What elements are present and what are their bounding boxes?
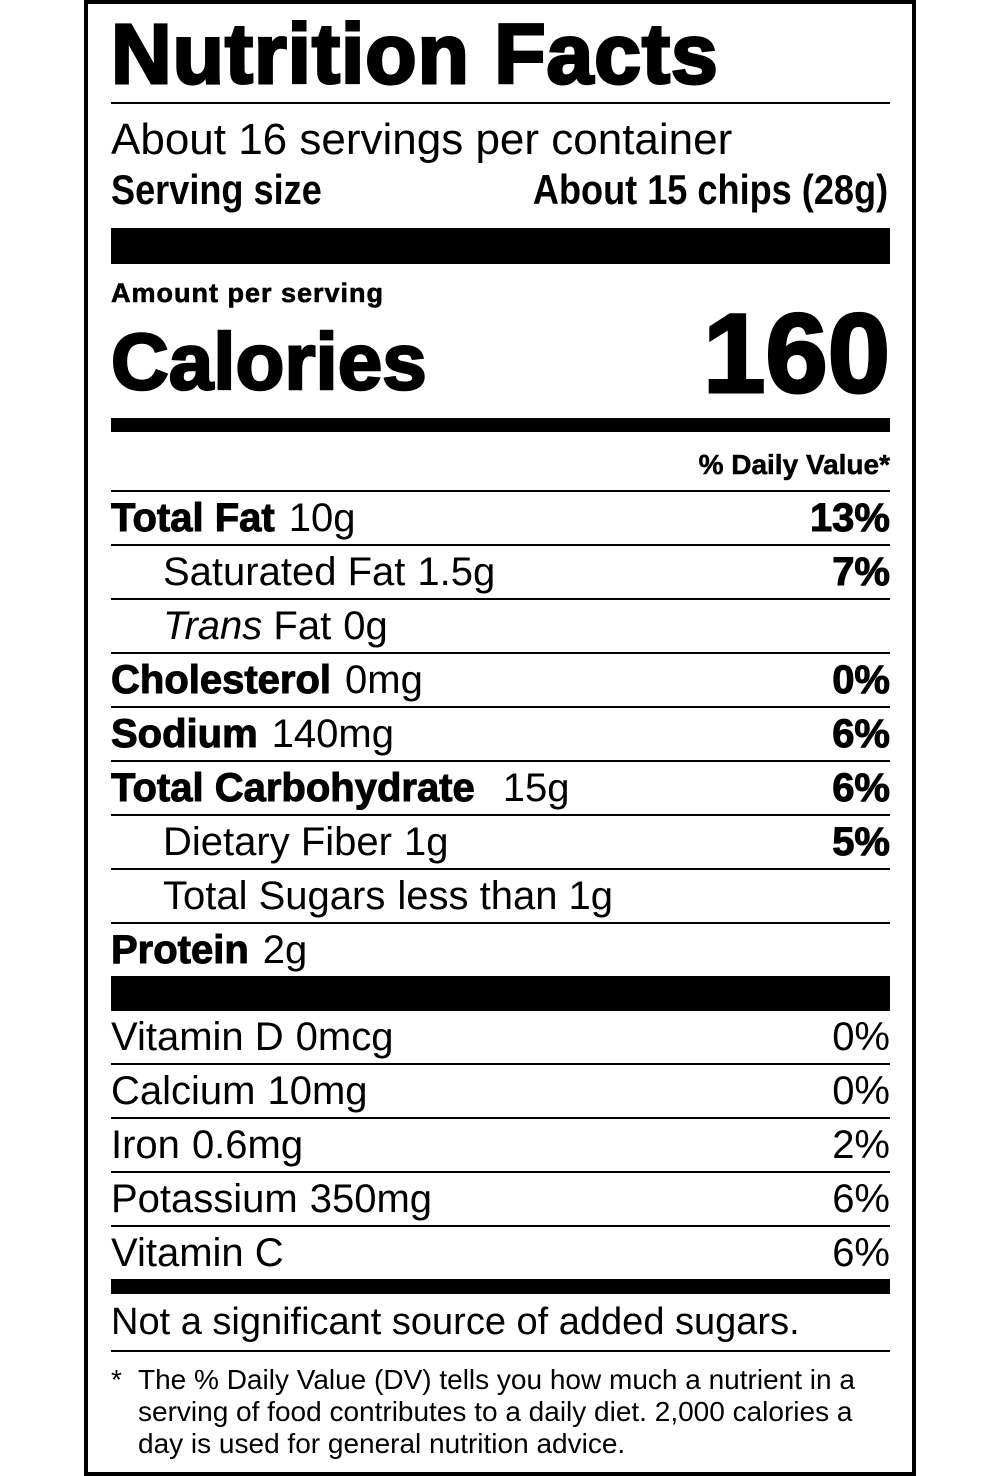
vitamin-amount: 0mcg — [295, 1014, 394, 1059]
vitamin-name: Vitamin D — [111, 1014, 284, 1059]
footnote-star: * — [111, 1364, 122, 1395]
nutrient-row-dietary-fiber: Dietary Fiber 1g 5% — [111, 816, 890, 870]
nutrient-row-total-sugars: Total Sugars less than 1g — [111, 870, 890, 924]
serving-size-value: About 15 chips (28g) — [532, 166, 889, 213]
nutrient-name: Protein — [111, 927, 250, 972]
nutrient-row-cholesterol: Cholesterol 0mg 0% — [110, 654, 891, 708]
label-title: Nutrition Facts — [110, 6, 720, 103]
nutrient-amount: 1g — [403, 819, 449, 864]
vitamin-dv: 0% — [832, 1068, 890, 1113]
nutrient-name: Dietary Fiber — [163, 819, 392, 864]
nutrient-dv: 6% — [832, 711, 891, 756]
nutrient-dv: 0% — [832, 657, 891, 702]
nutrient-amount: 1.5g — [417, 549, 496, 594]
divider — [111, 102, 890, 104]
divider — [111, 1350, 890, 1352]
nutrient-dv: 6% — [832, 765, 891, 810]
vitamin-dv: 6% — [832, 1230, 890, 1275]
nutrient-amount: 140mg — [271, 711, 394, 756]
thick-divider — [111, 228, 890, 264]
nutrient-dv: 7% — [832, 549, 891, 594]
vitamin-dv: 6% — [832, 1176, 890, 1221]
medium-divider — [111, 418, 890, 432]
footnote: * The % Daily Value (DV) tells you how m… — [111, 1364, 890, 1460]
nutrient-name: Total Sugars — [163, 873, 386, 918]
nutrient-name: Sodium — [111, 711, 259, 756]
nutrient-name: Cholesterol — [110, 657, 332, 702]
nutrient-amount: 2g — [262, 927, 308, 972]
vitamin-amount: 0.6mg — [191, 1122, 304, 1167]
nutrition-facts-label: Nutrition Facts About 16 servings per co… — [84, 0, 916, 1476]
vitamin-row-potassium: Potassium 350mg 6% — [111, 1173, 890, 1227]
divider — [111, 490, 890, 492]
nutrient-row-total-fat: Total Fat 10g 13% — [111, 492, 891, 546]
nutrient-amount: less than 1g — [397, 873, 614, 918]
nutrient-dv: 13% — [809, 495, 890, 540]
vitamin-dv: 0% — [832, 1014, 890, 1059]
nutrient-name: Saturated Fat — [163, 549, 406, 594]
vitamin-name: Potassium — [111, 1176, 298, 1221]
nutrient-amount: 0g — [343, 603, 388, 648]
servings-per-container: About 16 servings per container — [111, 115, 733, 164]
vitamin-dv: 2% — [832, 1122, 890, 1167]
vitamin-name: Vitamin C — [111, 1230, 284, 1275]
serving-size-label: Serving size — [111, 166, 322, 213]
nutrient-row-sodium: Sodium 140mg 6% — [111, 708, 890, 762]
footnote-text: The % Daily Value (DV) tells you how muc… — [138, 1364, 855, 1459]
daily-value-header: % Daily Value* — [698, 449, 890, 481]
nutrient-amount: 10g — [288, 495, 356, 540]
amount-per-serving: Amount per serving — [111, 278, 385, 309]
medium-divider — [111, 1279, 890, 1294]
vitamin-row-vitamin-c: Vitamin C 6% — [111, 1227, 890, 1279]
nutrient-amount: 15g — [502, 765, 570, 810]
nutrient-row-trans-fat: Trans Fat 0g — [111, 600, 890, 654]
nutrient-name: Total Carbohydrate — [111, 765, 476, 810]
calories-label: Calories — [110, 317, 428, 406]
calories-value: 160 — [702, 291, 892, 416]
vitamin-row-calcium: Calcium 10mg 0% — [111, 1065, 890, 1119]
nutrient-dv: 5% — [832, 819, 891, 864]
nutrient-name-italic: Trans — [163, 603, 263, 648]
nutrient-row-saturated-fat: Saturated Fat 1.5g 7% — [111, 546, 890, 600]
vitamin-name: Calcium — [111, 1068, 256, 1113]
nutrient-name: Fat — [273, 603, 332, 648]
vitamin-name: Iron — [111, 1122, 180, 1167]
nutrient-name: Total Fat — [111, 495, 276, 540]
serving-size: Serving size About 15 chips (28g) — [111, 166, 888, 218]
vitamin-row-vitamin-d: Vitamin D 0mcg 0% — [111, 1011, 890, 1065]
nutrient-row-total-carbohydrate: Total Carbohydrate 15g 6% — [111, 762, 890, 816]
vitamin-amount: 350mg — [309, 1176, 433, 1221]
vitamin-row-iron: Iron 0.6mg 2% — [111, 1119, 890, 1173]
nutrient-amount: 0mg — [345, 657, 423, 702]
added-sugars-note: Not a significant source of added sugars… — [111, 1301, 800, 1343]
calories-row: Calories 160 — [110, 291, 892, 416]
nutrient-row-protein: Protein 2g — [111, 924, 890, 976]
thick-divider — [111, 976, 890, 1011]
vitamin-amount: 10mg — [267, 1068, 368, 1113]
